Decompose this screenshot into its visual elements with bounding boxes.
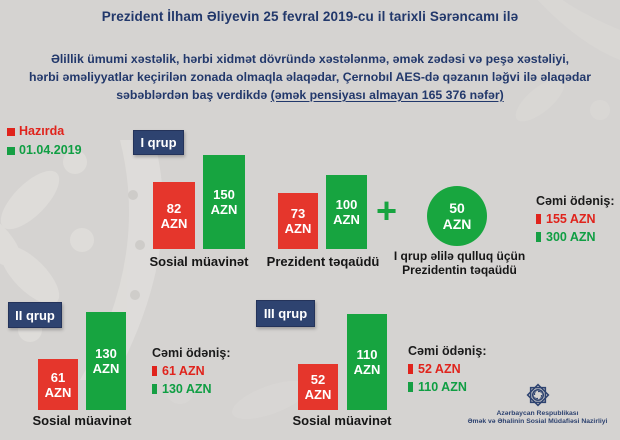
circle-caption: I qrup əlilə qulluq üçün Prezidentin təq… [382, 249, 537, 277]
bar-value: 73 [290, 206, 306, 221]
circle-unit: AZN [442, 216, 472, 232]
legend-label-current: Hazırda [19, 124, 65, 138]
chart-caption-g1-sosial: Sosial müavinət [149, 254, 249, 269]
bar-unit: AZN [284, 221, 312, 236]
legend-label-from-date: 01.04.2019 [19, 143, 82, 157]
totals-value-current: 61 AZN [162, 364, 205, 378]
totals-row-current: 61 AZN [152, 364, 231, 378]
circle-caption-line-2: Prezidentin təqaüdü [402, 263, 517, 277]
subtitle-line-2: hərbi əməliyyatlar keçirilən zonada olma… [29, 70, 591, 84]
legend-item-from-date: 01.04.2019 [7, 141, 82, 160]
subtitle-line-1: Əlillik ümumi xəstəlik, hərbi xidmət döv… [50, 52, 570, 66]
totals-row-new: 110 AZN [408, 380, 487, 394]
totals-marker-red [152, 366, 157, 376]
totals-marker-green [408, 382, 413, 392]
circle-value: 50 [449, 200, 465, 216]
group-tag-2: II qrup [8, 302, 62, 328]
totals-marker-green [536, 232, 541, 242]
totals-row-current: 52 AZN [408, 362, 487, 376]
ministry-country: Azərbaycan Respublikası [496, 410, 579, 417]
group-tag-3: III qrup [256, 300, 315, 327]
totals-label: Cəmi ödəniş: [536, 194, 615, 208]
subtitle-line-3: səbəblərdən baş verdikdə (əmək pensiyası… [116, 88, 504, 102]
bar-g1-teqaud-new: 100 AZN [326, 175, 367, 249]
page-title: Prezident İlham Əliyevin 25 fevral 2019-… [101, 9, 519, 24]
bar-value: 61 [50, 369, 66, 385]
totals-marker-red [536, 214, 541, 224]
totals-value-current: 52 AZN [418, 362, 461, 376]
ministry-signature: Azərbaycan Respublikası Əmək və Əhalinin… [455, 381, 620, 426]
totals-value-new: 110 AZN [418, 380, 467, 394]
legend-swatch-red [7, 127, 15, 136]
bar-unit: AZN [44, 384, 72, 400]
bar-g1-sosial-current: 82 AZN [153, 182, 195, 249]
legend-swatch-green [7, 146, 15, 155]
bar-unit: AZN [92, 361, 120, 376]
subtitle-underlined-note: (əmək pensiyası almayan 165 376 nəfər) [270, 88, 504, 102]
plus-icon: + [376, 190, 398, 231]
bar-unit: AZN [160, 215, 188, 231]
bar-value: 52 [310, 372, 326, 387]
chart-caption-g2-sosial: Sosial müavinət [32, 413, 132, 428]
chart-caption-g3-sosial: Sosial müavinət [292, 413, 392, 428]
bar-unit: AZN [353, 362, 381, 377]
totals-value-new: 300 AZN [546, 230, 596, 244]
totals-g3: Cəmi ödəniş: 52 AZN 110 AZN [408, 344, 487, 398]
totals-g1: Cəmi ödəniş: 155 AZN 300 AZN [536, 194, 615, 248]
totals-value-current: 155 AZN [546, 212, 596, 226]
circle-caption-line-1: I qrup əlilə qulluq üçün [393, 249, 526, 263]
bar-value: 150 [213, 187, 235, 202]
page-subtitle: Əlillik ümumi xəstəlik, hərbi xidmət döv… [0, 50, 620, 104]
ministry-name: Əmək və Əhalinin Sosial Müdafiəsi Nazirl… [467, 418, 608, 425]
ministry-emblem-icon [526, 383, 549, 407]
legend-item-current: Hazırda [7, 122, 82, 141]
totals-row-current: 155 AZN [536, 212, 615, 226]
totals-label: Cəmi ödəniş: [408, 344, 487, 358]
bar-g1-teqaud-current: 73 AZN [278, 193, 318, 249]
totals-g2: Cəmi ödəniş: 61 AZN 130 AZN [152, 346, 231, 400]
bar-g3-sosial-new: 110 AZN [347, 314, 387, 410]
bar-value: 82 [166, 200, 182, 216]
bar-unit: AZN [210, 202, 238, 217]
bar-g3-sosial-current: 52 AZN [298, 364, 338, 410]
totals-marker-green [152, 384, 157, 394]
bar-unit: AZN [333, 212, 360, 227]
totals-row-new: 130 AZN [152, 382, 231, 396]
group-tag-1: I qrup [133, 130, 184, 155]
bar-g2-sosial-current: 61 AZN [38, 359, 78, 410]
totals-value-new: 130 AZN [162, 382, 212, 396]
series-legend: Hazırda 01.04.2019 [7, 122, 82, 160]
bar-g2-sosial-new: 130 AZN [86, 312, 126, 410]
totals-row-new: 300 AZN [536, 230, 615, 244]
chart-caption-g1-teqaud: Prezident təqaüdü [266, 254, 380, 269]
circle-g1-care-allowance: 50 AZN [427, 186, 487, 246]
bar-value: 130 [95, 346, 117, 361]
bar-g1-sosial-new: 150 AZN [203, 155, 245, 249]
totals-marker-red [408, 364, 413, 374]
bar-unit: AZN [304, 387, 332, 402]
totals-label: Cəmi ödəniş: [152, 346, 231, 360]
bar-value: 110 [356, 347, 378, 362]
bar-value: 100 [335, 197, 358, 212]
